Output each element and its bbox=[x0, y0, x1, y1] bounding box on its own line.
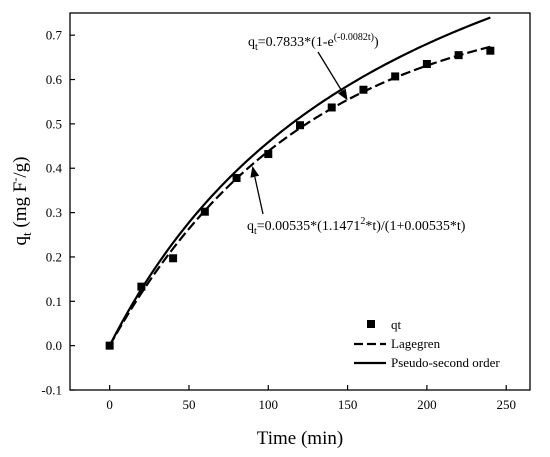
y-tick-label: 0.2 bbox=[46, 249, 62, 264]
y-tick-label: 0.1 bbox=[46, 294, 62, 309]
y-tick-label: 0.3 bbox=[46, 205, 62, 220]
data-points bbox=[105, 46, 495, 350]
data-point-qt bbox=[264, 150, 273, 159]
fit-curves bbox=[108, 16, 491, 347]
data-point-qt bbox=[169, 254, 178, 263]
y-axis-title: qt (mg F-/g) bbox=[8, 157, 34, 246]
series-pseudo-second-order-line bbox=[108, 16, 491, 347]
data-point-qt bbox=[327, 103, 336, 112]
y-axis: -0.1 0.0 0.1 0.2 0.3 0.4 0.5 0.6 0.7 bbox=[41, 28, 75, 398]
y-tick-label: 0.0 bbox=[46, 338, 62, 353]
series-lagegren-line bbox=[108, 45, 491, 347]
legend-label-lagegren: Lagegren bbox=[391, 336, 441, 351]
annotation-pso-equation: qt=0.00535*(1.14712*t)/(1+0.00535*t) bbox=[247, 216, 466, 237]
data-point-qt bbox=[296, 121, 304, 130]
data-point-qt bbox=[232, 173, 241, 182]
data-point-qt bbox=[137, 282, 146, 291]
annotation-lagergren-arrowhead bbox=[338, 88, 348, 101]
annotation-lagergren-equation: qt=0.7833*(1-e(-0.0082t)) bbox=[248, 32, 379, 53]
x-tick-label: 250 bbox=[496, 397, 516, 412]
data-point-qt bbox=[359, 85, 368, 94]
x-tick-label: 100 bbox=[259, 397, 279, 412]
data-point-qt bbox=[422, 60, 431, 69]
x-tick-label: 50 bbox=[182, 397, 195, 412]
annotation-pso-arrow bbox=[254, 176, 264, 215]
data-point-qt bbox=[454, 51, 463, 60]
x-axis: 0 50 100 150 200 250 bbox=[106, 385, 516, 412]
y-tick-label: 0.6 bbox=[46, 72, 63, 87]
x-tick-label: 150 bbox=[338, 397, 358, 412]
x-tick-label: 200 bbox=[417, 397, 437, 412]
data-point-qt bbox=[486, 46, 495, 55]
legend-label-pseudo-second-order: Pseudo-second order bbox=[391, 355, 500, 370]
legend-label-qt: qt bbox=[391, 317, 402, 332]
data-point-qt bbox=[391, 72, 400, 81]
y-tick-label: 0.7 bbox=[46, 28, 63, 43]
x-axis-title: Time (min) bbox=[257, 428, 343, 449]
y-tick-label: 0.4 bbox=[46, 161, 63, 176]
data-point-qt bbox=[105, 341, 114, 350]
x-tick-label: 0 bbox=[106, 397, 113, 412]
annotation-pso-arrowhead bbox=[250, 166, 260, 178]
legend: qt Lagegren Pseudo-second order bbox=[354, 317, 500, 370]
data-point-qt bbox=[200, 207, 209, 216]
plot-frame bbox=[69, 12, 531, 391]
annotation-lagergren-arrow bbox=[317, 51, 343, 92]
y-tick-label: -0.1 bbox=[41, 383, 62, 398]
y-tick-label: 0.5 bbox=[46, 116, 62, 131]
legend-marker-qt bbox=[367, 320, 375, 328]
